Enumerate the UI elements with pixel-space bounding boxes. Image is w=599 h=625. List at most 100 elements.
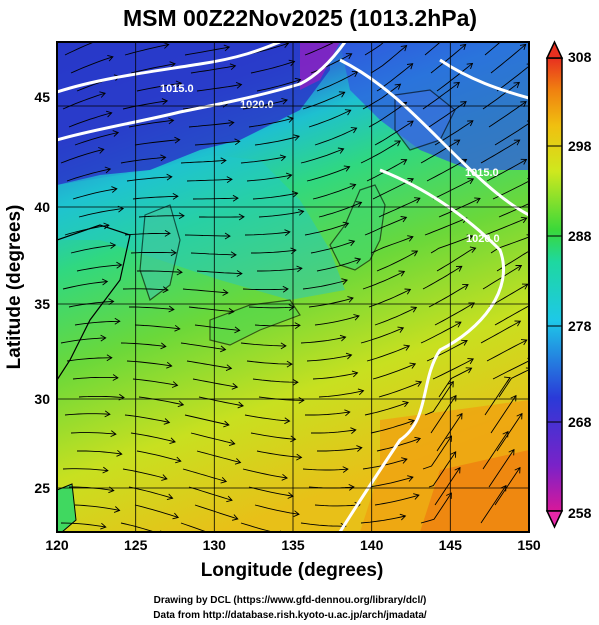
- streamline: [430, 395, 457, 434]
- streamline: [132, 195, 178, 200]
- streamline: [70, 432, 116, 435]
- streamline-arrowhead: [474, 197, 481, 204]
- streamline: [248, 117, 294, 128]
- streamline-arrowhead: [228, 439, 236, 447]
- streamline: [190, 432, 235, 445]
- streamline: [420, 139, 460, 164]
- colorbar-tick-label: 308: [568, 49, 592, 65]
- streamline: [244, 231, 290, 236]
- streamline-arrowhead: [163, 42, 170, 49]
- streamline: [482, 431, 509, 470]
- streamline: [128, 486, 173, 499]
- streamline-arrowhead: [229, 63, 237, 71]
- streamline: [302, 279, 348, 290]
- colorbar-min-arrow: [545, 510, 564, 529]
- streamline-arrowhead: [220, 345, 227, 353]
- streamline: [300, 336, 346, 344]
- streamline: [188, 486, 233, 501]
- streamline-arrowhead: [279, 154, 287, 162]
- streamline: [254, 324, 301, 327]
- streamline-arrowhead: [453, 81, 460, 89]
- streamline-arrowhead: [403, 344, 411, 351]
- streamline: [436, 247, 476, 272]
- streamline: [317, 447, 362, 452]
- streamline-arrowhead: [345, 53, 353, 60]
- isobar-label: 1020.0: [240, 99, 274, 111]
- streamline-arrowhead: [398, 270, 406, 277]
- streamline: [60, 337, 106, 344]
- streamline-arrowhead: [102, 466, 109, 474]
- streamline: [76, 264, 122, 272]
- streamline: [190, 252, 237, 256]
- streamline-arrowhead: [285, 172, 293, 180]
- streamline-arrowhead: [234, 138, 241, 146]
- y-tick-label: 40: [34, 199, 50, 215]
- streamline: [124, 44, 169, 56]
- china-coastline: [57, 224, 131, 382]
- streamline: [424, 42, 441, 56]
- streamline: [184, 46, 230, 56]
- streamline-arrowhead: [174, 324, 181, 332]
- streamline: [304, 222, 349, 236]
- streamline-arrowhead: [225, 364, 233, 372]
- streamline-arrowhead: [348, 483, 355, 491]
- streamline: [434, 467, 461, 506]
- streamline: [494, 305, 529, 326]
- isobar-line: [338, 168, 506, 532]
- streamline-arrowhead: [164, 230, 171, 237]
- streamline-arrowhead: [402, 400, 409, 408]
- streamline-arrowhead: [349, 183, 357, 190]
- streamline: [62, 468, 108, 472]
- streamline-arrowhead: [170, 249, 177, 257]
- streamline: [192, 197, 239, 200]
- streamline: [480, 139, 520, 164]
- streamline-arrowhead: [238, 213, 245, 221]
- streamline-arrowhead: [169, 437, 176, 445]
- streamline-arrowhead: [407, 120, 414, 127]
- streamline: [74, 320, 120, 326]
- streamline: [482, 82, 520, 110]
- streamline: [314, 315, 360, 326]
- streamline-arrowhead: [288, 59, 296, 67]
- streamline-arrowhead: [172, 193, 179, 200]
- streamline-arrowhead: [160, 342, 167, 350]
- isobar-line: [57, 42, 281, 94]
- streamline: [194, 504, 238, 520]
- streamline-arrowhead: [462, 284, 469, 290]
- y-tick-label: 35: [34, 296, 50, 312]
- streamline-arrowhead: [401, 457, 408, 464]
- streamline-arrowhead: [404, 288, 412, 295]
- streamline-arrowhead: [100, 334, 107, 342]
- streamline-arrowhead: [414, 197, 421, 204]
- streamline-arrowhead: [450, 394, 457, 402]
- isobar-label: 1015.0: [160, 83, 194, 95]
- streamline-arrowhead: [342, 466, 349, 473]
- streamline: [362, 83, 401, 110]
- streamline-arrowhead: [504, 376, 511, 383]
- streamline-arrowhead: [291, 190, 299, 198]
- streamline: [251, 249, 296, 254]
- credit-data: Data from http://database.rish.kyoto-u.a…: [153, 610, 427, 621]
- streamline: [420, 492, 452, 524]
- streamline: [376, 437, 421, 452]
- streamline-arrowhead: [408, 418, 415, 426]
- y-tick-label: 30: [34, 391, 50, 407]
- streamline: [182, 288, 228, 294]
- isobar-line: [339, 58, 529, 217]
- streamline-arrowhead: [353, 314, 360, 321]
- streamline: [374, 120, 414, 146]
- streamline: [314, 504, 360, 507]
- streamline-arrowhead: [166, 493, 174, 501]
- streamline-arrowhead: [104, 166, 112, 174]
- streamlines: [60, 42, 529, 532]
- streamline: [126, 176, 172, 182]
- streamline-arrowhead: [407, 177, 414, 185]
- streamline: [432, 178, 474, 200]
- streamline: [190, 65, 236, 74]
- colorbar-tick-label: 288: [568, 228, 592, 244]
- colorbar-tick-label: 268: [568, 414, 592, 430]
- streamline-arrowhead: [520, 339, 528, 346]
- streamline-arrowhead: [106, 354, 113, 362]
- streamline-arrowhead: [469, 246, 477, 253]
- streamline: [72, 376, 118, 380]
